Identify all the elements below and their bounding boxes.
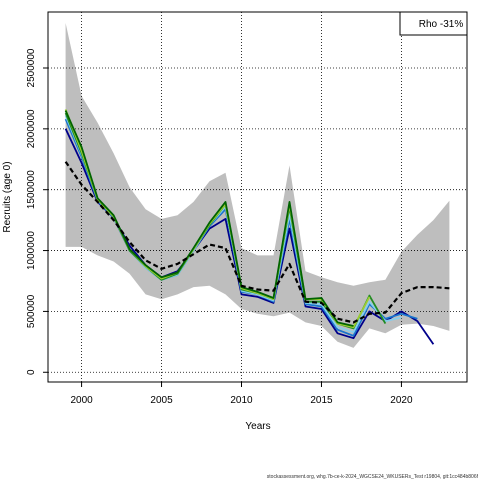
series-line-6 xyxy=(64,110,354,327)
grid-layer xyxy=(48,12,467,382)
y-axis: 0 500000 1000000 1500000 2000000 2500000 xyxy=(26,48,48,375)
y-tick-label: 0 xyxy=(26,369,37,375)
plot-frame xyxy=(47,11,468,383)
source-footer: stockassessment.org, whg.7b-ce-k-2024_WG… xyxy=(267,474,479,480)
x-tick-label: 2015 xyxy=(310,395,333,406)
confidence-band xyxy=(65,23,450,348)
x-tick-label: 2000 xyxy=(70,395,93,406)
y-tick-label: 1500000 xyxy=(26,170,37,209)
y-tick-label: 1000000 xyxy=(26,231,37,270)
x-axis: 2000 2005 2010 2015 2020 xyxy=(70,382,413,406)
confidence-band-layer xyxy=(65,23,450,348)
series-line-dashed xyxy=(64,161,450,324)
y-tick-label: 2500000 xyxy=(26,48,37,87)
x-tick-label: 2020 xyxy=(390,395,413,406)
series-layer xyxy=(64,109,450,345)
x-tick-label: 2005 xyxy=(150,395,173,406)
x-axis-label: Years xyxy=(245,421,270,432)
series-line-1 xyxy=(64,128,435,345)
y-tick-label: 500000 xyxy=(26,294,37,328)
x-tick-label: 2010 xyxy=(230,395,253,406)
y-axis-label: Recruits (age 0) xyxy=(2,161,13,232)
y-tick-label: 2000000 xyxy=(26,109,37,148)
legend-box: Rho -31% xyxy=(399,11,468,36)
legend-text: Rho -31% xyxy=(419,19,464,30)
